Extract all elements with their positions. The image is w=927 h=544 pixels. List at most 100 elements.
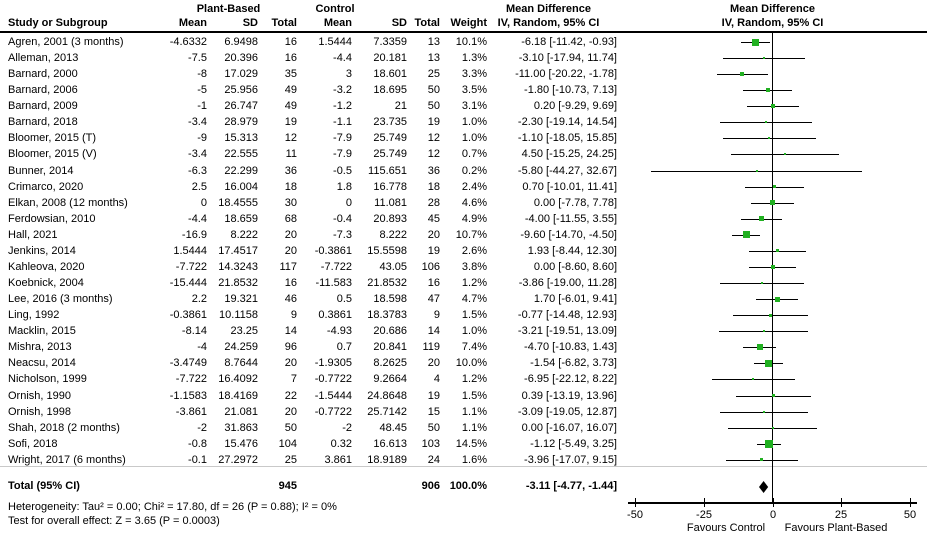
cell-mean2: -7.3 [333, 228, 352, 241]
cell-n2: 24 [427, 453, 440, 466]
cell-mean1: -7.722 [175, 260, 207, 273]
cell-mean1: -3.861 [175, 405, 207, 418]
effect-square [766, 88, 770, 92]
table-row: Shah, 2018 (2 months) -2 31.863 50 -2 48.45 50… [0, 420, 927, 436]
table-row: Jenkins, 2014 1.5444 17.4517 20 -0.3861 15.55… [0, 243, 927, 259]
axis-tick [635, 498, 636, 507]
cell-weight: 3.5% [461, 84, 487, 97]
table-row: Wright, 2017 (6 months) -0.1 27.2972 25 3.86… [0, 452, 927, 468]
cell-sd1: 16.004 [224, 180, 258, 193]
effect-square [771, 104, 775, 108]
cell-weight: 4.7% [461, 293, 487, 306]
cell-n2: 19 [427, 244, 440, 257]
effect-square [761, 282, 763, 284]
cell-mean1: -3.4 [188, 116, 207, 129]
cell-mean1: -2 [197, 421, 207, 434]
cell-ci_text: 0.70 [-10.01, 11.41] [522, 180, 617, 193]
cell-weight: 1.0% [461, 132, 487, 145]
cell-label: Jenkins, 2014 [8, 244, 76, 257]
cell-label: Ornish, 1990 [8, 389, 71, 402]
cell-sd1: 17.029 [224, 68, 258, 81]
cell-n2: 28 [427, 196, 440, 209]
cell-sd2: 18.3783 [367, 309, 407, 322]
heterogeneity-text: Heterogeneity: Tau² = 0.00; Chi² = 17.80… [8, 501, 337, 513]
cell-mean1: -7.722 [175, 373, 207, 386]
cell-ci_text: -3.10 [-17.94, 11.74] [518, 52, 617, 65]
cell-label: Alleman, 2013 [8, 52, 79, 65]
cell-sd2: 20.841 [373, 341, 407, 354]
cell-n1: 20 [284, 244, 297, 257]
table-row: Kahleova, 2020 -7.722 14.3243 117 -7.722 43.0… [0, 259, 927, 275]
effect-square [770, 200, 775, 205]
cell-n2: 18 [427, 180, 440, 193]
cell-sd2: 11.081 [374, 196, 407, 209]
cell-label: Crimarco, 2020 [8, 180, 84, 193]
cell-weight: 1.6% [461, 453, 487, 466]
cell-mean2: -0.3861 [314, 244, 352, 257]
cell-ci_text: -0.77 [-14.48, 12.93] [517, 309, 617, 322]
cell-sd2: 18.598 [373, 293, 407, 306]
cell-sd2: 8.222 [379, 228, 407, 241]
cell-ci_text: -4.00 [-11.55, 3.55] [524, 212, 617, 225]
table-row: Ornish, 1990 -1.1583 18.4169 22 -1.5444 24.86… [0, 388, 927, 404]
cell-ci_text: -3.09 [-19.05, 12.87] [517, 405, 617, 418]
cell-n2: 19 [427, 389, 440, 402]
cell-label: Bloomer, 2015 (V) [8, 148, 97, 161]
cell-mean1: 2.2 [191, 293, 207, 306]
cell-n1: 7 [290, 373, 297, 386]
cell-sd1: 25.956 [224, 84, 258, 97]
cell-mean2: -1.9305 [314, 357, 352, 370]
cell-mean1: -15.444 [169, 277, 207, 290]
cell-mean1: -8.14 [181, 325, 207, 338]
cell-n1: 12 [284, 132, 297, 145]
cell-label: Agren, 2001 (3 months) [8, 36, 124, 48]
cell-weight: 7.4% [461, 341, 487, 354]
cell-ci_text: 1.70 [-6.01, 9.41] [533, 293, 617, 306]
cell-n2: 4 [433, 373, 440, 386]
effect-square [752, 39, 759, 46]
cell-mean1: -6.3 [188, 164, 207, 177]
cell-label: Elkan, 2008 (12 months) [8, 196, 128, 209]
cell-weight: 14.5% [455, 437, 487, 450]
effect-square [765, 121, 767, 123]
cell-n1: 11 [285, 148, 297, 161]
cell-mean2: -4.93 [326, 325, 352, 338]
cell-n1: 35 [284, 68, 297, 81]
effect-square [759, 216, 764, 221]
axis-tick [773, 498, 774, 507]
cell-ci_text: 1.93 [-8.44, 12.30] [527, 244, 617, 257]
cell-n1: 20 [284, 357, 297, 370]
cell-n2: 50 [427, 421, 440, 434]
cell-sd2: 21.8532 [367, 277, 407, 290]
cell-ci_text: -11.00 [-20.22, -1.78] [515, 68, 617, 81]
axis-tick [841, 498, 842, 507]
table-row: Macklin, 2015 -8.14 23.25 14 -4.93 20.686 14 1.… [0, 323, 927, 339]
cell-n2: 15 [427, 405, 440, 418]
cell-n1: 19 [284, 116, 297, 129]
table-row: Alleman, 2013 -7.5 20.396 16 -4.4 20.181 13 1.3… [0, 50, 927, 66]
table-row: Barnard, 2009 -1 26.747 49 -1.2 21 50 3.1% 0.20 … [0, 98, 927, 114]
cell-sd2: 8.2625 [373, 357, 407, 370]
overall-effect-text: Test for overall effect: Z = 3.65 (P = 0… [8, 515, 220, 527]
cell-mean1: 2.5 [191, 180, 207, 193]
cell-weight: 10.0% [455, 357, 487, 370]
cell-ci_text: -6.18 [-11.42, -0.93] [521, 36, 617, 48]
cell-ci_text: -3.96 [-17.07, 9.15] [524, 453, 617, 466]
cell-ci_text: -5.80 [-44.27, 32.67] [517, 164, 617, 177]
cell-weight: 3.8% [461, 260, 487, 273]
favours-right-label: Favours Plant-Based [784, 522, 888, 534]
effect-square [763, 57, 765, 59]
cell-mean1: -1.1583 [169, 389, 207, 402]
cell-n1: 22 [284, 389, 297, 402]
cell-ci_text: -4.70 [-10.83, 1.43] [524, 341, 617, 354]
favours-left-label: Favours Control [686, 522, 766, 534]
cell-label: Shah, 2018 (2 months) [8, 421, 120, 434]
effect-square [757, 344, 763, 350]
cell-n2: 25 [427, 68, 440, 81]
cell-mean2: 0.32 [330, 437, 352, 450]
cell-weight: 3.3% [461, 68, 487, 81]
cell-mean2: 1.8 [336, 180, 352, 193]
cell-ci_text: -1.10 [-18.05, 15.85] [517, 132, 617, 145]
cell-sd2: 18.695 [373, 84, 407, 97]
cell-sd1: 16.4092 [218, 373, 258, 386]
